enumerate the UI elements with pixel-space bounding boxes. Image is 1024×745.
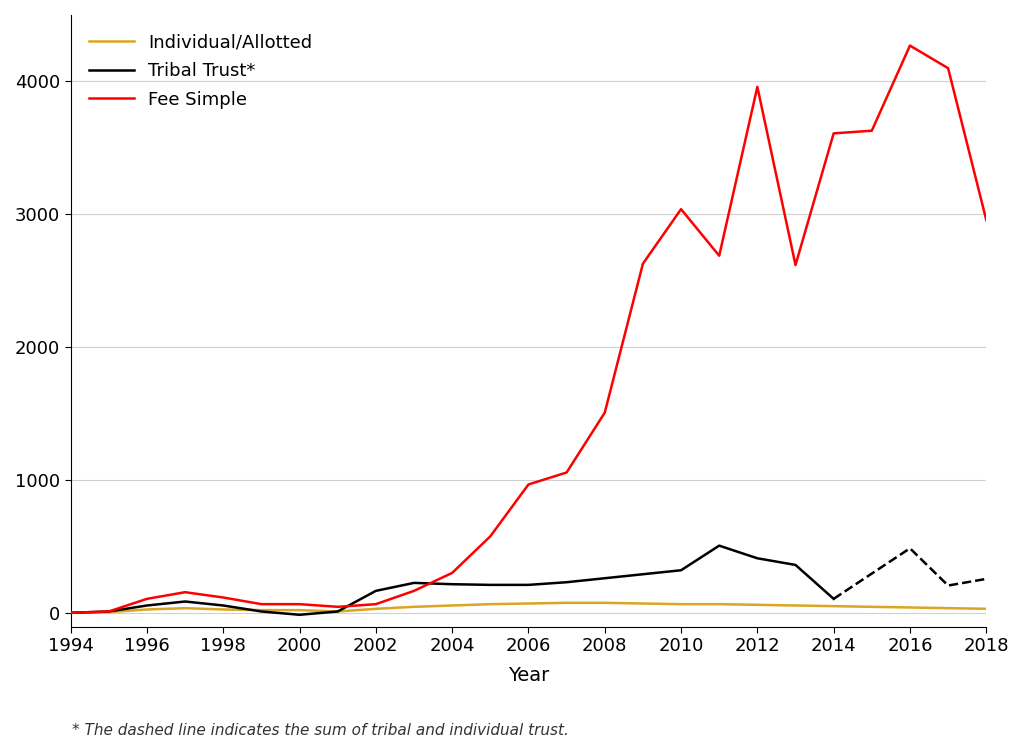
Individual/Allotted: [370, 604, 382, 613]
Fee Simple: [65, 609, 77, 618]
Individual/Allotted: [141, 605, 154, 614]
Individual/Allotted: [752, 600, 764, 609]
Tribal Trust*: [522, 580, 535, 589]
Individual/Allotted: [713, 600, 725, 609]
Individual/Allotted: [599, 598, 611, 607]
Tribal Trust*: [713, 541, 725, 550]
Individual/Allotted: [294, 606, 306, 615]
Fee Simple: [637, 259, 649, 268]
Individual/Allotted: [446, 601, 459, 610]
Fee Simple: [713, 251, 725, 260]
Individual/Allotted: [65, 609, 77, 618]
Individual/Allotted: [484, 600, 497, 609]
X-axis label: Year: Year: [508, 666, 549, 685]
Individual/Allotted: [102, 608, 115, 617]
Individual/Allotted: [255, 606, 267, 615]
Tribal Trust*: [255, 607, 267, 616]
Individual/Allotted: [904, 603, 916, 612]
Fee Simple: [102, 607, 115, 616]
Fee Simple: [865, 126, 878, 135]
Fee Simple: [217, 593, 229, 602]
Fee Simple: [484, 532, 497, 541]
Tribal Trust*: [408, 578, 420, 587]
Individual/Allotted: [827, 602, 840, 611]
Fee Simple: [179, 588, 191, 597]
Individual/Allotted: [560, 598, 572, 607]
Fee Simple: [904, 41, 916, 50]
Tribal Trust*: [675, 565, 687, 574]
Tribal Trust*: [332, 607, 344, 616]
Line: Fee Simple: Fee Simple: [71, 45, 986, 613]
Individual/Allotted: [522, 599, 535, 608]
Tribal Trust*: [65, 609, 77, 618]
Tribal Trust*: [790, 560, 802, 569]
Tribal Trust*: [560, 578, 572, 587]
Fee Simple: [560, 468, 572, 477]
Fee Simple: [980, 215, 992, 224]
Individual/Allotted: [217, 605, 229, 614]
Legend: Individual/Allotted, Tribal Trust*, Fee Simple: Individual/Allotted, Tribal Trust*, Fee …: [80, 24, 322, 118]
Individual/Allotted: [332, 607, 344, 616]
Fee Simple: [370, 600, 382, 609]
Fee Simple: [332, 603, 344, 612]
Tribal Trust*: [752, 554, 764, 562]
Fee Simple: [942, 64, 954, 73]
Text: * The dashed line indicates the sum of tribal and individual trust.: * The dashed line indicates the sum of t…: [72, 723, 568, 738]
Line: Tribal Trust*: Tribal Trust*: [71, 545, 834, 615]
Tribal Trust*: [827, 595, 840, 603]
Individual/Allotted: [408, 603, 420, 612]
Individual/Allotted: [865, 603, 878, 612]
Fee Simple: [294, 600, 306, 609]
Fee Simple: [599, 408, 611, 417]
Tribal Trust*: [102, 607, 115, 616]
Fee Simple: [408, 586, 420, 595]
Fee Simple: [255, 600, 267, 609]
Fee Simple: [752, 83, 764, 92]
Tribal Trust*: [217, 601, 229, 610]
Individual/Allotted: [980, 604, 992, 613]
Tribal Trust*: [599, 574, 611, 583]
Fee Simple: [675, 205, 687, 214]
Tribal Trust*: [370, 586, 382, 595]
Tribal Trust*: [637, 570, 649, 579]
Fee Simple: [522, 480, 535, 489]
Line: Individual/Allotted: Individual/Allotted: [71, 603, 986, 613]
Individual/Allotted: [179, 603, 191, 612]
Individual/Allotted: [942, 603, 954, 612]
Fee Simple: [790, 261, 802, 270]
Tribal Trust*: [446, 580, 459, 589]
Individual/Allotted: [637, 599, 649, 608]
Tribal Trust*: [294, 610, 306, 619]
Fee Simple: [446, 568, 459, 577]
Individual/Allotted: [790, 601, 802, 610]
Tribal Trust*: [141, 601, 154, 610]
Individual/Allotted: [675, 600, 687, 609]
Tribal Trust*: [179, 597, 191, 606]
Fee Simple: [141, 595, 154, 603]
Fee Simple: [827, 129, 840, 138]
Tribal Trust*: [484, 580, 497, 589]
